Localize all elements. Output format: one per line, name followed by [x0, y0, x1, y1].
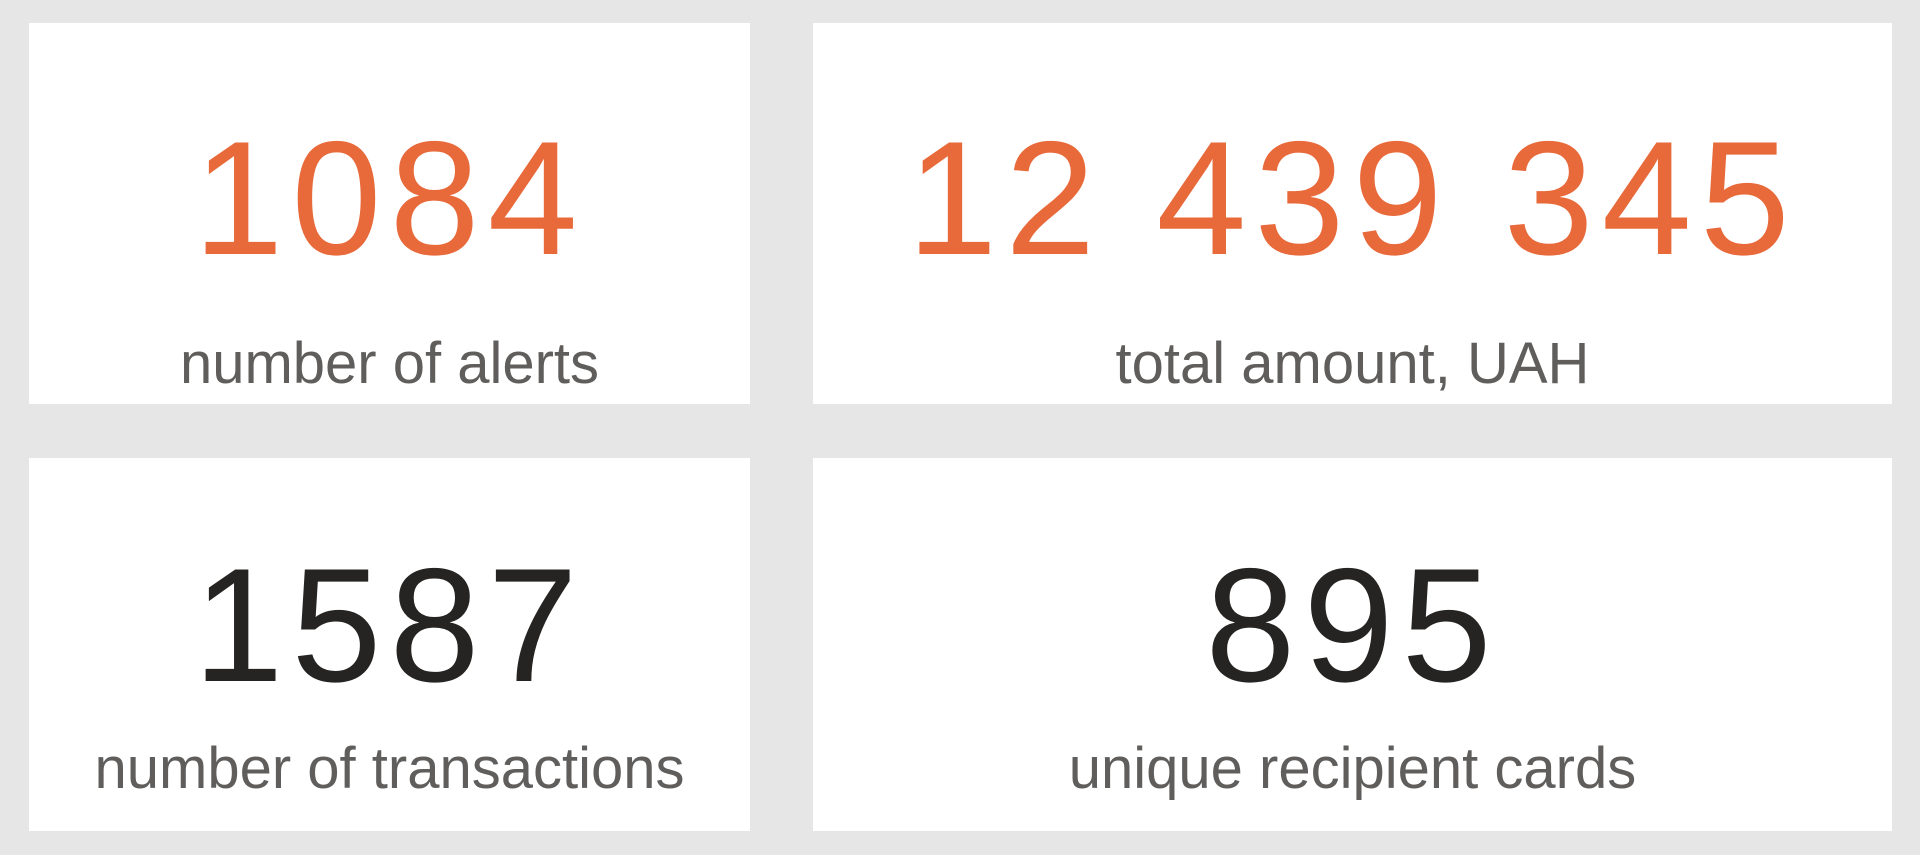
kpi-label: unique recipient cards	[1068, 736, 1637, 801]
kpi-label: number of alerts	[179, 331, 600, 396]
kpi-label: total amount, UAH	[1115, 331, 1590, 396]
kpi-card: 1084 number of alerts	[29, 23, 750, 404]
kpi-value: 1084	[193, 108, 586, 289]
kpi-card: 12 439 345 total amount, UAH	[813, 23, 1892, 404]
kpi-card: 1587 number of transactions	[29, 458, 750, 831]
kpi-value: 12 439 345	[907, 108, 1798, 289]
kpi-value: 1587	[193, 535, 586, 716]
kpi-value: 895	[1205, 535, 1500, 716]
kpi-label: number of transactions	[94, 736, 685, 801]
kpi-card: 895 unique recipient cards	[813, 458, 1892, 831]
